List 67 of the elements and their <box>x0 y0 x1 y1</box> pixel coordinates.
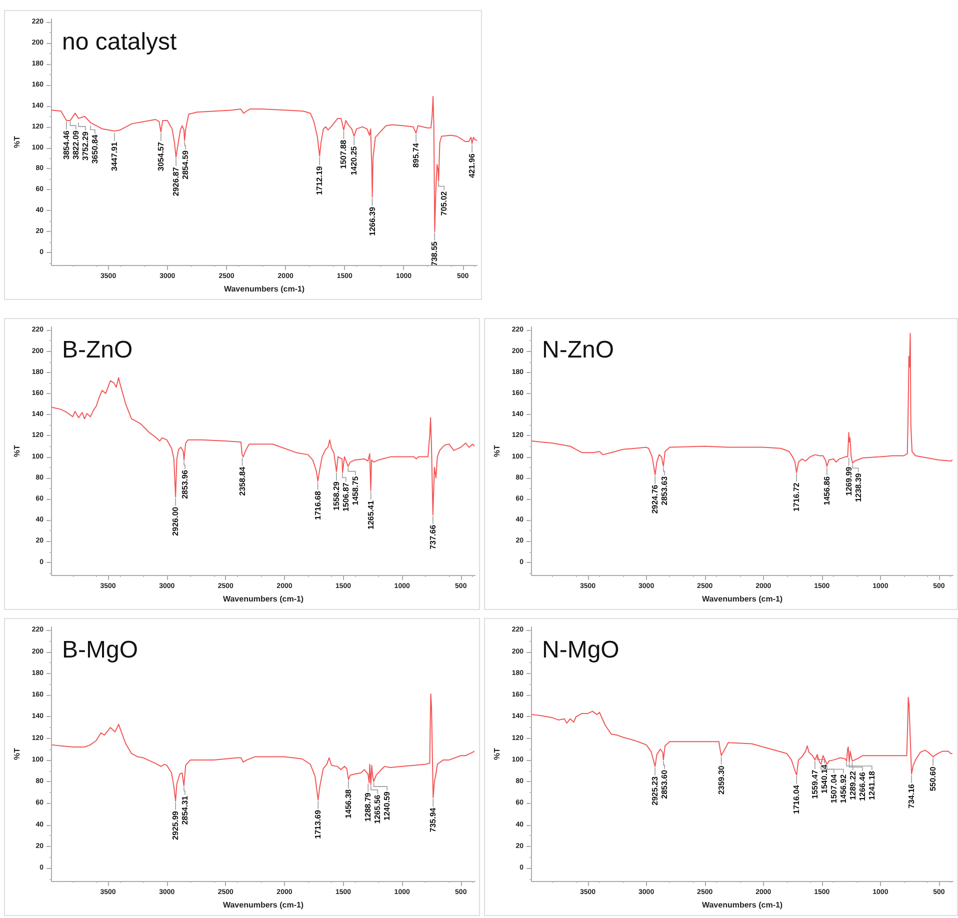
annotation: 1559.47 <box>810 769 820 799</box>
annotation: 2854.31 <box>180 795 190 825</box>
annotation: 1266.46 <box>858 772 867 802</box>
annotation: 1506.87 <box>341 482 350 512</box>
y-axis-title: %T <box>492 748 502 760</box>
chart-title: B-ZnO <box>62 336 133 364</box>
chart-title: B-MgO <box>62 636 138 664</box>
annotation: 1238.39 <box>854 472 863 502</box>
x-axis-title: Wavenumbers (cm-1) <box>222 900 304 910</box>
x-axis-title: Wavenumbers (cm-1) <box>702 594 783 604</box>
annotation: 1713.69 <box>314 809 323 839</box>
annotation: 2358.84 <box>238 466 247 496</box>
annotation: 1240.59 <box>382 791 392 820</box>
annotation: 1456.92 <box>838 774 848 804</box>
annotation: 1540.14 <box>820 764 829 794</box>
annotation: 550.60 <box>928 766 938 792</box>
annotation: 1289.22 <box>848 770 858 800</box>
chart-title: N-MgO <box>542 636 620 664</box>
annotation: 3054.57 <box>156 142 166 171</box>
annotation: 705.02 <box>440 190 449 216</box>
annotation: 734.16 <box>907 783 916 808</box>
annotation: 3752.29 <box>80 131 90 161</box>
annotation: 2926.87 <box>172 166 181 196</box>
annotation: 1712.19 <box>315 166 324 196</box>
annotation: 2853.96 <box>180 469 190 499</box>
annotation: 1716.72 <box>792 482 802 512</box>
annotation: 2853.60 <box>660 769 670 799</box>
x-axis-title: Wavenumbers (cm-1) <box>224 284 305 294</box>
annotation: 737.66 <box>428 524 438 550</box>
annotation: 1265.56 <box>373 794 382 824</box>
annotation: 1288.79 <box>364 792 373 822</box>
annotation: 1456.86 <box>822 476 832 506</box>
annotation: 738.55 <box>430 240 440 266</box>
annotation: 2853.63 <box>660 476 670 506</box>
y-axis-title: %T <box>12 748 22 760</box>
annotation: 3822.09 <box>71 130 80 160</box>
annotation: 735.94 <box>428 807 438 832</box>
annotation: 421.96 <box>468 153 477 178</box>
annotation: 2924.76 <box>650 484 660 514</box>
x-axis-title: Wavenumbers (cm-1) <box>222 594 304 604</box>
y-axis-title: %T <box>12 444 22 457</box>
chart-title: no catalyst <box>62 28 178 56</box>
annotation: 1266.39 <box>368 206 377 236</box>
annotation: 1241.18 <box>867 770 876 800</box>
annotation: 1558.29 <box>332 481 341 510</box>
annotation: 1458.75 <box>350 476 360 506</box>
annotation: 1269.99 <box>844 466 854 496</box>
annotation: 3447.91 <box>110 142 119 171</box>
annotation: 2926.00 <box>171 506 180 536</box>
y-axis-title: %T <box>12 136 22 148</box>
annotation: 2925.99 <box>171 810 180 840</box>
annotation: 895.74 <box>412 142 421 168</box>
annotation: 2925.23 <box>650 776 660 806</box>
annotation: 1507.04 <box>829 774 838 804</box>
annotation: 2854.59 <box>181 150 190 180</box>
annotation: 1420.25 <box>350 146 359 176</box>
annotation: 3650.84 <box>90 134 100 164</box>
annotation: 1716.68 <box>313 490 322 520</box>
annotation: 1716.04 <box>792 784 802 814</box>
annotation: 1507.88 <box>339 139 348 169</box>
annotation: 3854.46 <box>62 130 71 160</box>
annotation: 2359.30 <box>716 765 726 795</box>
chart-title: N-ZnO <box>542 336 614 364</box>
annotation: 1265.41 <box>366 500 376 530</box>
annotation: 1456.38 <box>344 788 353 818</box>
y-axis-title: %T <box>492 444 502 457</box>
x-axis-title: Wavenumbers (cm-1) <box>702 900 783 910</box>
